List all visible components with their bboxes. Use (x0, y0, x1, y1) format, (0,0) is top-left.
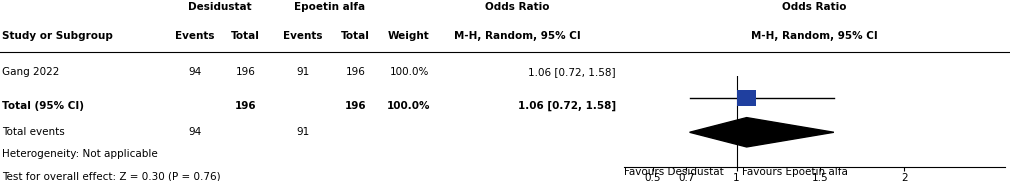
Text: 196: 196 (344, 101, 367, 111)
Text: 1.06 [0.72, 1.58]: 1.06 [0.72, 1.58] (528, 67, 616, 77)
Text: 196: 196 (235, 67, 256, 77)
Text: 196: 196 (234, 101, 257, 111)
Text: Desidustat: Desidustat (189, 2, 251, 12)
Text: 94: 94 (188, 67, 202, 77)
Text: Weight: Weight (388, 31, 430, 41)
Polygon shape (690, 118, 834, 147)
Text: Events: Events (283, 31, 323, 41)
Text: Favours Epoetin alfa: Favours Epoetin alfa (742, 167, 848, 177)
Bar (737, 90, 756, 106)
Text: 91: 91 (296, 67, 310, 77)
Text: Study or Subgroup: Study or Subgroup (2, 31, 113, 41)
Text: Gang 2022: Gang 2022 (2, 67, 60, 77)
Text: Odds Ratio: Odds Ratio (783, 2, 846, 12)
Text: 100.0%: 100.0% (387, 101, 431, 111)
Text: 100.0%: 100.0% (390, 67, 428, 77)
Text: M-H, Random, 95% CI: M-H, Random, 95% CI (751, 31, 878, 41)
Text: Events: Events (175, 31, 215, 41)
Text: Test for overall effect: Z = 0.30 (P = 0.76): Test for overall effect: Z = 0.30 (P = 0… (2, 171, 220, 181)
Text: M-H, Random, 95% CI: M-H, Random, 95% CI (454, 31, 581, 41)
Text: Epoetin alfa: Epoetin alfa (294, 2, 365, 12)
Text: Odds Ratio: Odds Ratio (486, 2, 549, 12)
Text: Total: Total (231, 31, 260, 41)
Text: Total (95% CI): Total (95% CI) (2, 101, 84, 111)
Text: 196: 196 (345, 67, 366, 77)
Text: 91: 91 (296, 127, 310, 137)
Text: Heterogeneity: Not applicable: Heterogeneity: Not applicable (2, 149, 158, 159)
Text: 1.06 [0.72, 1.58]: 1.06 [0.72, 1.58] (518, 101, 616, 111)
Text: Total events: Total events (2, 127, 65, 137)
Text: 94: 94 (188, 127, 202, 137)
Text: Total: Total (341, 31, 370, 41)
Text: Favours Desidustat: Favours Desidustat (624, 167, 723, 177)
